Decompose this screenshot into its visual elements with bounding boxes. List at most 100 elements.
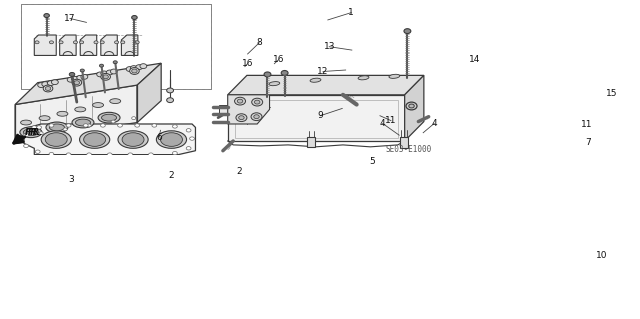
Ellipse shape bbox=[156, 131, 186, 148]
Circle shape bbox=[80, 69, 84, 72]
Circle shape bbox=[94, 41, 98, 44]
Text: 12: 12 bbox=[317, 67, 329, 76]
Text: 17: 17 bbox=[64, 14, 76, 23]
Circle shape bbox=[87, 124, 92, 127]
Circle shape bbox=[100, 41, 104, 44]
Circle shape bbox=[251, 113, 262, 121]
Circle shape bbox=[111, 69, 117, 74]
Bar bbox=[307, 137, 316, 147]
Circle shape bbox=[264, 72, 271, 77]
Circle shape bbox=[239, 116, 244, 120]
Polygon shape bbox=[228, 95, 269, 124]
Circle shape bbox=[131, 66, 137, 70]
Circle shape bbox=[113, 61, 117, 64]
Circle shape bbox=[173, 152, 177, 155]
Circle shape bbox=[103, 75, 108, 79]
Ellipse shape bbox=[45, 133, 67, 146]
Ellipse shape bbox=[20, 127, 42, 137]
Circle shape bbox=[45, 86, 51, 91]
Circle shape bbox=[35, 150, 40, 153]
Circle shape bbox=[71, 76, 78, 81]
Polygon shape bbox=[137, 63, 161, 122]
Circle shape bbox=[74, 81, 79, 85]
Ellipse shape bbox=[57, 111, 68, 116]
Circle shape bbox=[152, 124, 157, 127]
Text: 5: 5 bbox=[369, 157, 375, 167]
Ellipse shape bbox=[109, 99, 121, 104]
Text: 13: 13 bbox=[323, 42, 335, 51]
Circle shape bbox=[121, 41, 125, 44]
Circle shape bbox=[132, 117, 136, 120]
Ellipse shape bbox=[102, 114, 116, 121]
Circle shape bbox=[72, 79, 82, 86]
Circle shape bbox=[111, 120, 115, 123]
Ellipse shape bbox=[93, 103, 104, 108]
Circle shape bbox=[101, 73, 111, 80]
Circle shape bbox=[406, 102, 417, 110]
Circle shape bbox=[135, 41, 140, 44]
Ellipse shape bbox=[98, 112, 120, 123]
Circle shape bbox=[66, 124, 71, 127]
Circle shape bbox=[77, 75, 84, 80]
Ellipse shape bbox=[389, 74, 400, 78]
Circle shape bbox=[108, 153, 112, 156]
Ellipse shape bbox=[41, 131, 71, 148]
Circle shape bbox=[47, 81, 54, 85]
Ellipse shape bbox=[39, 116, 50, 121]
Circle shape bbox=[281, 70, 288, 75]
Circle shape bbox=[51, 80, 58, 85]
Polygon shape bbox=[228, 75, 424, 95]
Ellipse shape bbox=[84, 133, 106, 146]
Text: 14: 14 bbox=[469, 55, 480, 64]
Circle shape bbox=[49, 41, 54, 44]
Ellipse shape bbox=[269, 82, 280, 86]
Text: 4: 4 bbox=[431, 119, 437, 128]
Circle shape bbox=[115, 41, 118, 44]
Circle shape bbox=[81, 74, 88, 79]
Polygon shape bbox=[80, 35, 97, 56]
Text: 2: 2 bbox=[237, 167, 242, 176]
Circle shape bbox=[39, 132, 44, 135]
Ellipse shape bbox=[23, 129, 38, 136]
Ellipse shape bbox=[49, 124, 65, 131]
Circle shape bbox=[235, 97, 246, 105]
Text: 8: 8 bbox=[257, 38, 262, 47]
Ellipse shape bbox=[76, 119, 90, 126]
Circle shape bbox=[69, 72, 75, 76]
Text: 11: 11 bbox=[580, 121, 592, 130]
Circle shape bbox=[140, 64, 147, 69]
Circle shape bbox=[118, 124, 122, 127]
Ellipse shape bbox=[20, 120, 31, 125]
Circle shape bbox=[255, 100, 260, 104]
Ellipse shape bbox=[122, 133, 144, 146]
Circle shape bbox=[44, 85, 53, 92]
Polygon shape bbox=[101, 35, 117, 56]
Bar bbox=[400, 137, 408, 148]
Text: 10: 10 bbox=[596, 251, 607, 260]
Bar bbox=[235, 100, 398, 137]
Circle shape bbox=[44, 14, 49, 18]
Ellipse shape bbox=[79, 131, 109, 148]
Circle shape bbox=[101, 71, 108, 76]
Text: 1: 1 bbox=[348, 8, 354, 17]
Polygon shape bbox=[404, 75, 424, 141]
Polygon shape bbox=[220, 105, 228, 114]
Text: 6: 6 bbox=[156, 133, 162, 142]
Text: 4: 4 bbox=[380, 119, 385, 128]
Circle shape bbox=[36, 126, 42, 129]
Circle shape bbox=[132, 69, 137, 73]
Circle shape bbox=[252, 98, 262, 106]
Circle shape bbox=[404, 29, 411, 33]
Circle shape bbox=[254, 115, 259, 119]
Circle shape bbox=[237, 99, 243, 103]
Circle shape bbox=[24, 144, 28, 148]
Circle shape bbox=[49, 152, 54, 156]
Polygon shape bbox=[122, 35, 138, 56]
Circle shape bbox=[63, 128, 67, 131]
Text: 3: 3 bbox=[68, 175, 74, 184]
Circle shape bbox=[17, 136, 21, 138]
Ellipse shape bbox=[46, 122, 68, 133]
Circle shape bbox=[148, 153, 154, 156]
Polygon shape bbox=[15, 85, 137, 141]
Text: SE03-E1000: SE03-E1000 bbox=[386, 145, 432, 154]
